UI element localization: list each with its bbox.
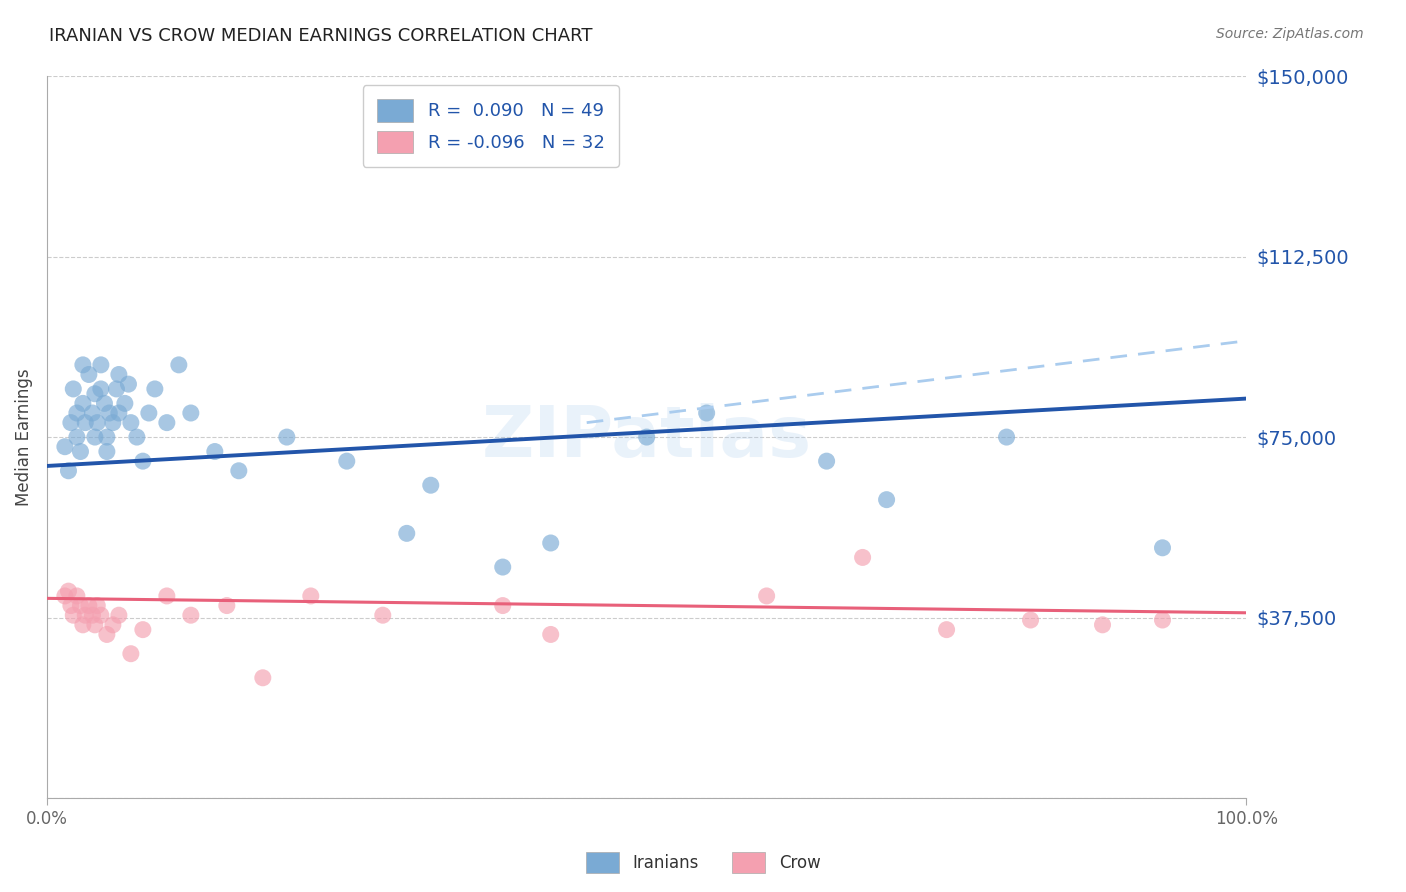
Point	[252, 671, 274, 685]
Point	[82, 608, 104, 623]
Point	[336, 454, 359, 468]
Point	[75, 416, 97, 430]
Point	[69, 599, 91, 613]
Point	[62, 382, 84, 396]
Point	[419, 478, 441, 492]
Point	[117, 377, 139, 392]
Point	[755, 589, 778, 603]
Point	[108, 368, 131, 382]
Point	[138, 406, 160, 420]
Point	[53, 589, 76, 603]
Point	[395, 526, 418, 541]
Point	[1091, 617, 1114, 632]
Point	[83, 617, 105, 632]
Point	[98, 406, 121, 420]
Point	[120, 416, 142, 430]
Point	[492, 560, 515, 574]
Point	[167, 358, 190, 372]
Point	[815, 454, 838, 468]
Point	[101, 617, 124, 632]
Point	[96, 444, 118, 458]
Point	[59, 416, 82, 430]
Point	[58, 464, 80, 478]
Point	[86, 599, 108, 613]
Point	[108, 608, 131, 623]
Point	[90, 608, 112, 623]
Point	[228, 464, 250, 478]
Point	[77, 599, 100, 613]
Point	[114, 396, 136, 410]
Point	[540, 536, 562, 550]
Point	[83, 430, 105, 444]
Point	[66, 589, 89, 603]
Point	[852, 550, 875, 565]
Point	[299, 589, 322, 603]
Text: Source: ZipAtlas.com: Source: ZipAtlas.com	[1216, 27, 1364, 41]
Point	[156, 416, 179, 430]
Point	[77, 368, 100, 382]
Point	[83, 386, 105, 401]
Point	[96, 627, 118, 641]
Point	[1152, 541, 1174, 555]
Point	[108, 406, 131, 420]
Point	[93, 396, 115, 410]
Point	[995, 430, 1018, 444]
Point	[125, 430, 148, 444]
Point	[876, 492, 898, 507]
Y-axis label: Median Earnings: Median Earnings	[15, 368, 32, 506]
Point	[120, 647, 142, 661]
Point	[371, 608, 394, 623]
Point	[101, 416, 124, 430]
Point	[69, 444, 91, 458]
Point	[72, 396, 94, 410]
Point	[132, 623, 155, 637]
Point	[66, 430, 89, 444]
Point	[75, 608, 97, 623]
Point	[935, 623, 957, 637]
Point	[492, 599, 515, 613]
Point	[62, 608, 84, 623]
Point	[90, 358, 112, 372]
Point	[96, 430, 118, 444]
Point	[72, 358, 94, 372]
Point	[1152, 613, 1174, 627]
Point	[90, 382, 112, 396]
Point	[156, 589, 179, 603]
Point	[132, 454, 155, 468]
Point	[66, 406, 89, 420]
Point	[204, 444, 226, 458]
Point	[540, 627, 562, 641]
Legend: Iranians, Crow: Iranians, Crow	[579, 846, 827, 880]
Point	[1019, 613, 1042, 627]
Point	[105, 382, 128, 396]
Point	[636, 430, 658, 444]
Point	[58, 584, 80, 599]
Point	[72, 617, 94, 632]
Point	[180, 608, 202, 623]
Point	[86, 416, 108, 430]
Text: IRANIAN VS CROW MEDIAN EARNINGS CORRELATION CHART: IRANIAN VS CROW MEDIAN EARNINGS CORRELAT…	[49, 27, 593, 45]
Text: ZIPatlas: ZIPatlas	[482, 402, 811, 472]
Point	[143, 382, 166, 396]
Point	[53, 440, 76, 454]
Point	[276, 430, 298, 444]
Point	[82, 406, 104, 420]
Point	[180, 406, 202, 420]
Point	[696, 406, 718, 420]
Point	[59, 599, 82, 613]
Legend: R =  0.090   N = 49, R = -0.096   N = 32: R = 0.090 N = 49, R = -0.096 N = 32	[363, 85, 619, 167]
Point	[215, 599, 238, 613]
